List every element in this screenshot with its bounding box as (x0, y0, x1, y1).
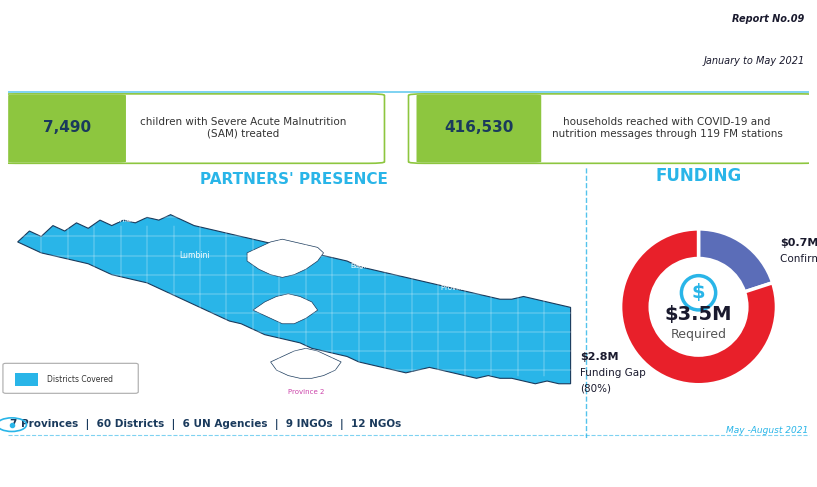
FancyBboxPatch shape (0, 94, 385, 163)
Polygon shape (247, 239, 324, 278)
Text: Bagmati: Bagmati (350, 263, 379, 269)
Text: Lumbini: Lumbini (179, 251, 209, 260)
Wedge shape (621, 229, 776, 385)
Text: households reached with COVID-19 and
nutrition messages through 119 FM stations: households reached with COVID-19 and nut… (551, 117, 783, 139)
Text: Districts Covered: Districts Covered (47, 375, 113, 384)
Wedge shape (699, 229, 773, 292)
Text: Gandaki: Gandaki (274, 231, 302, 237)
Circle shape (650, 259, 747, 355)
Polygon shape (270, 348, 342, 378)
Polygon shape (18, 215, 570, 384)
Text: Karnali: Karnali (111, 217, 136, 223)
Text: 7,490: 7,490 (43, 120, 92, 135)
Text: 416,530: 416,530 (444, 120, 514, 135)
Text: Required: Required (671, 328, 726, 340)
Text: Sudurpaschim: Sudurpaschim (13, 209, 58, 214)
Text: Confirmed (20%): Confirmed (20%) (780, 254, 817, 263)
Text: Funding Gap: Funding Gap (580, 368, 646, 378)
Text: FUNDING: FUNDING (655, 168, 742, 186)
Text: (80%): (80%) (580, 384, 611, 393)
Text: NUTRITION CLUSTER: NUTRITION CLUSTER (272, 8, 659, 41)
Text: $2.8M: $2.8M (580, 353, 618, 362)
Polygon shape (253, 294, 318, 324)
Text: Province 1: Province 1 (440, 285, 477, 291)
Text: Report No.09: Report No.09 (733, 14, 805, 24)
FancyBboxPatch shape (8, 94, 126, 163)
Text: children with Severe Acute Malnutrition
(SAM) treated: children with Severe Acute Malnutrition … (140, 117, 346, 139)
Text: May -August 2021: May -August 2021 (726, 426, 808, 434)
Text: Province 2: Province 2 (288, 389, 324, 395)
Text: $: $ (692, 283, 705, 302)
Text: COVID-19 Response Snapshot: COVID-19 Response Snapshot (281, 54, 536, 69)
Bar (15, 373, 38, 387)
FancyBboxPatch shape (408, 94, 817, 163)
Text: $0.7M: $0.7M (780, 238, 817, 248)
Text: PARTNERS' PRESENCE: PARTNERS' PRESENCE (200, 172, 388, 187)
Text: $3.5M: $3.5M (665, 305, 732, 324)
Circle shape (681, 276, 716, 310)
FancyBboxPatch shape (417, 94, 541, 163)
FancyBboxPatch shape (3, 363, 138, 393)
Text: 7 Provinces  |  60 Districts  |  6 UN Agencies  |  9 INGOs  |  12 NGOs: 7 Provinces | 60 Districts | 6 UN Agenci… (11, 419, 401, 430)
Text: January to May 2021: January to May 2021 (703, 56, 805, 66)
